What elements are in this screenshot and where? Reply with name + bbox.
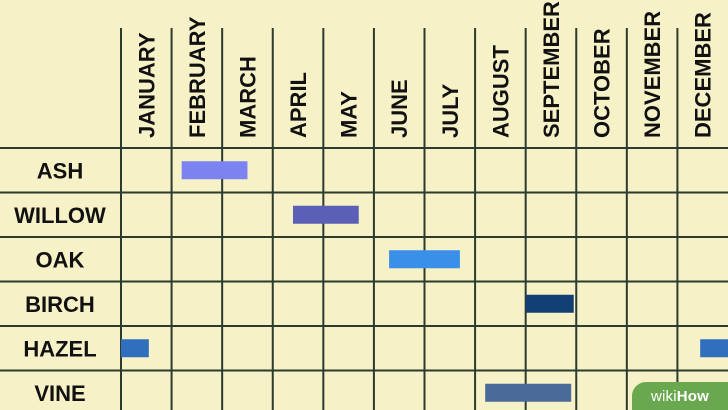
bar-vine-0 [485,383,572,402]
month-label-september: SEPTEMBER [539,1,564,138]
bar-ash-0 [181,161,248,180]
logo-text-wiki: wiki [650,387,677,405]
wikihow-logo: wiki How [632,382,728,410]
bar-oak-0 [389,250,460,269]
row-label-willow: WILLOW [14,203,106,228]
row-label-ash: ASH [37,158,83,183]
row-label-birch: BIRCH [25,292,95,317]
bar-birch-0 [525,294,574,313]
row-label-vine: VINE [34,381,85,406]
row-label-hazel: HAZEL [23,336,96,361]
bar-hazel-0 [121,339,149,358]
row-label-oak: OAK [36,247,85,272]
month-label-may: MAY [337,91,362,138]
month-label-march: MARCH [235,56,260,138]
month-label-december: DECEMBER [691,12,716,138]
logo-text-how: How [676,387,710,405]
month-label-october: OCTOBER [590,28,615,138]
month-label-july: JULY [438,83,463,138]
bar-willow-0 [292,205,359,224]
month-label-february: FEBRUARY [185,16,210,138]
month-label-june: JUNE [387,79,412,138]
month-label-november: NOVEMBER [640,11,665,138]
month-label-january: JANUARY [134,32,159,138]
month-label-april: APRIL [286,72,311,138]
bar-hazel-1 [700,339,728,358]
month-label-august: AUGUST [488,45,513,138]
